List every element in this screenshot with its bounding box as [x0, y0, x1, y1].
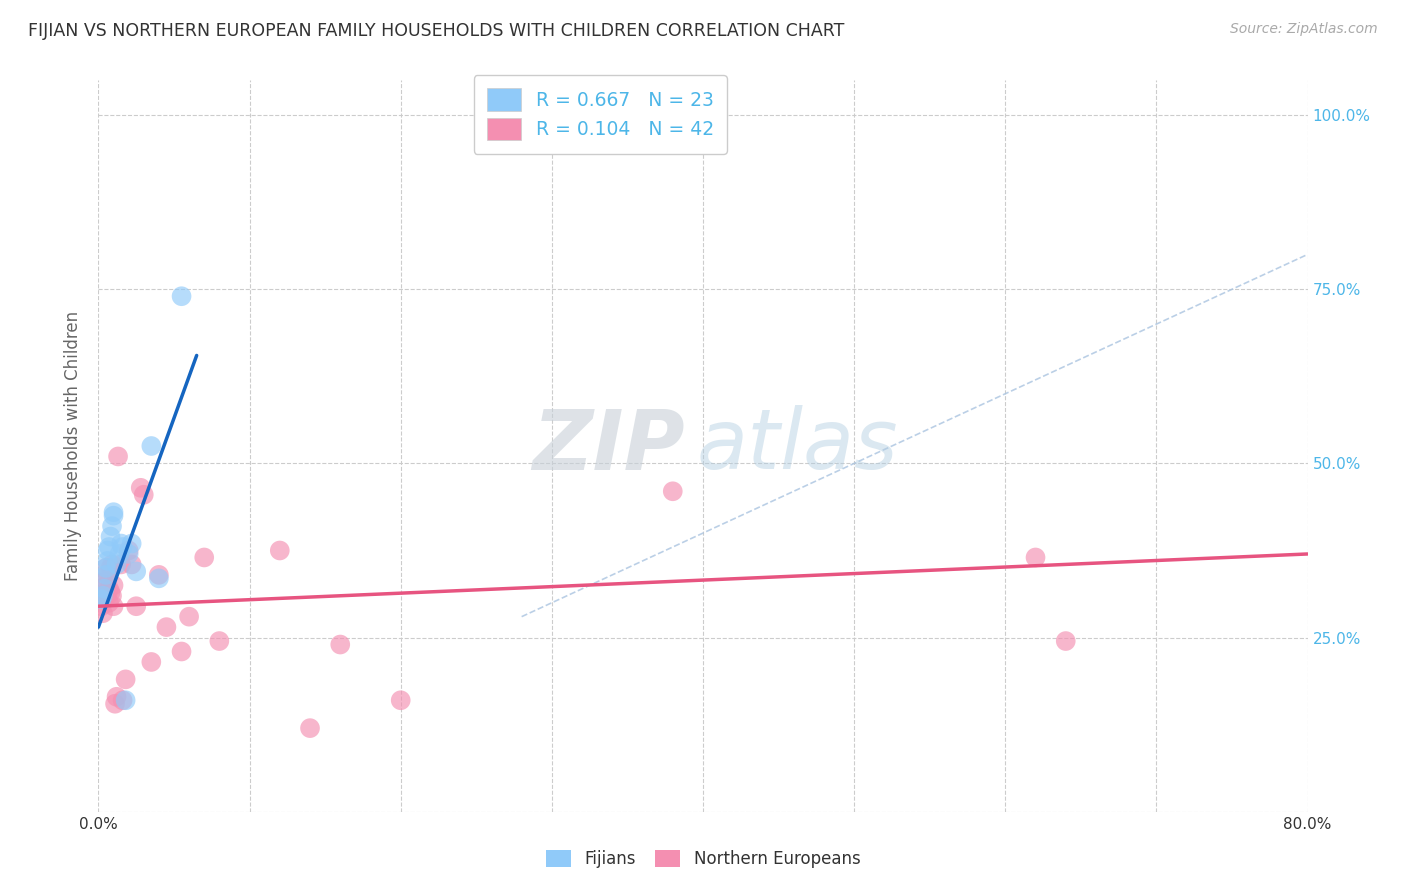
Text: Source: ZipAtlas.com: Source: ZipAtlas.com	[1230, 22, 1378, 37]
Point	[96, 543, 118, 558]
Point	[110, 558, 132, 572]
Point	[121, 558, 143, 572]
Point	[114, 693, 136, 707]
Point	[1024, 550, 1046, 565]
Point	[129, 481, 152, 495]
Point	[155, 620, 177, 634]
Point	[269, 543, 291, 558]
Point	[94, 567, 117, 582]
Point	[141, 439, 163, 453]
Point	[661, 484, 683, 499]
Point	[125, 565, 148, 579]
Point	[118, 547, 141, 561]
Point	[91, 589, 114, 603]
Point	[148, 571, 170, 585]
Point	[103, 578, 125, 592]
Point	[110, 536, 132, 550]
Point	[111, 540, 134, 554]
Point	[96, 554, 118, 568]
Point	[103, 505, 125, 519]
Point	[170, 644, 193, 658]
Point	[118, 543, 141, 558]
Point	[90, 592, 112, 607]
Text: atlas: atlas	[697, 406, 898, 486]
Point	[101, 558, 124, 572]
Point	[101, 519, 124, 533]
Point	[91, 606, 114, 620]
Text: ZIP: ZIP	[533, 406, 685, 486]
Point	[193, 550, 215, 565]
Point	[179, 609, 201, 624]
Point	[91, 589, 114, 603]
Point	[98, 540, 121, 554]
Point	[100, 561, 122, 575]
Legend: R = 0.667   N = 23, R = 0.104   N = 42: R = 0.667 N = 23, R = 0.104 N = 42	[474, 75, 727, 153]
Text: FIJIAN VS NORTHERN EUROPEAN FAMILY HOUSEHOLDS WITH CHILDREN CORRELATION CHART: FIJIAN VS NORTHERN EUROPEAN FAMILY HOUSE…	[28, 22, 845, 40]
Point	[93, 582, 115, 596]
Point	[1054, 634, 1077, 648]
Point	[208, 634, 231, 648]
Point	[93, 592, 115, 607]
Y-axis label: Family Households with Children: Family Households with Children	[65, 311, 83, 581]
Point	[299, 721, 322, 735]
Point	[148, 567, 170, 582]
Point	[329, 638, 352, 652]
Point	[98, 596, 121, 610]
Point	[101, 589, 124, 603]
Point	[125, 599, 148, 614]
Point	[170, 289, 193, 303]
Point	[94, 561, 117, 575]
Point	[141, 655, 163, 669]
Point	[96, 589, 118, 603]
Point	[104, 697, 127, 711]
Point	[114, 673, 136, 687]
Point	[111, 693, 134, 707]
Point	[389, 693, 412, 707]
Point	[105, 690, 128, 704]
Point	[103, 599, 125, 614]
Point	[105, 558, 128, 572]
Point	[103, 508, 125, 523]
Point	[108, 547, 131, 561]
Point	[94, 578, 117, 592]
Point	[100, 530, 122, 544]
Point	[96, 567, 118, 582]
Point	[94, 561, 117, 575]
Point	[90, 599, 112, 614]
Point	[121, 536, 143, 550]
Point	[132, 488, 155, 502]
Point	[93, 574, 115, 589]
Point	[98, 582, 121, 596]
Legend: Fijians, Northern Europeans: Fijians, Northern Europeans	[538, 843, 868, 875]
Point	[100, 585, 122, 599]
Point	[107, 450, 129, 464]
